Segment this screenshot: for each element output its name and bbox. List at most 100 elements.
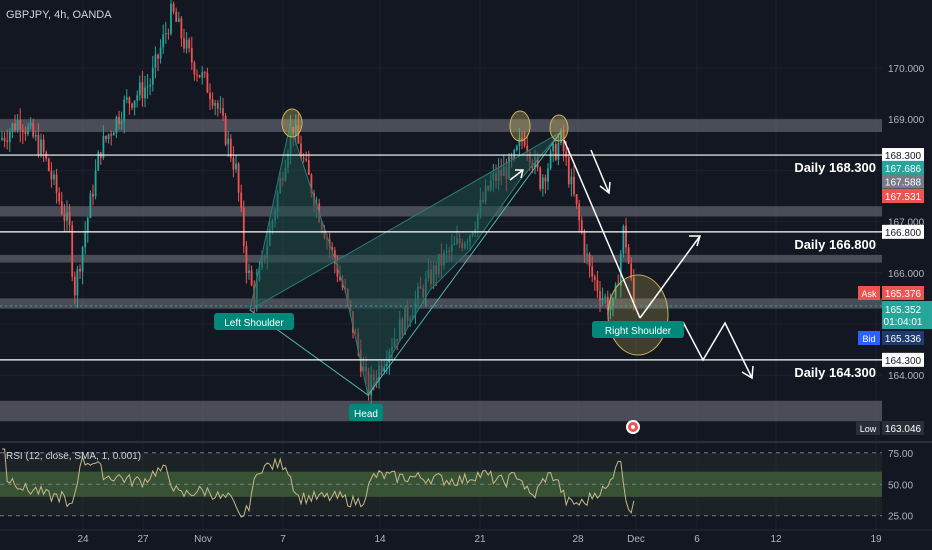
low-badge: Low 163.046: [856, 421, 924, 435]
daily-168-300-label: Daily 168.300: [794, 160, 876, 175]
up-arrow: [639, 235, 701, 319]
candle: [599, 281, 601, 313]
candle-body: [198, 74, 201, 78]
candle: [554, 138, 557, 162]
candle-body: [305, 159, 308, 161]
candle: [53, 170, 55, 186]
candle: [193, 60, 196, 81]
candle-body: [81, 247, 84, 272]
candle: [123, 95, 126, 134]
candle: [209, 83, 211, 111]
candle: [596, 271, 599, 298]
candle: [37, 123, 40, 158]
candle-body: [627, 247, 630, 264]
left-shoulder-label: Left Shoulder: [214, 313, 294, 330]
up-arrow-head: [689, 235, 702, 247]
label-box: [214, 313, 294, 330]
candle-body: [1, 137, 3, 140]
candle: [242, 200, 245, 254]
bid-tag: Bid: [862, 334, 875, 344]
candle-body: [549, 151, 552, 169]
candle: [131, 102, 133, 111]
badge-text: 167.531: [885, 192, 922, 203]
candle: [630, 257, 633, 281]
candle-body: [302, 158, 305, 160]
candle: [47, 157, 50, 172]
candle-body: [107, 134, 110, 139]
daily-166-800-label: Daily 166.800: [794, 237, 876, 252]
candle: [128, 96, 131, 115]
candle: [125, 89, 128, 104]
candle-body: [612, 297, 614, 306]
candle-body: [541, 177, 544, 189]
candle: [578, 199, 581, 232]
candle-body: [157, 54, 159, 59]
time-tick-0: 24: [77, 534, 89, 545]
candle: [32, 118, 35, 139]
candle-body: [310, 174, 313, 194]
rsi-tick-2: 25.00: [888, 512, 913, 523]
candle-body: [8, 131, 11, 143]
bid-value: 165.336: [885, 334, 922, 345]
shoulder-peak-marker-1: [281, 108, 303, 138]
price-axis-bg: [882, 0, 932, 550]
candle-body: [547, 168, 549, 182]
candle-body: [593, 276, 596, 281]
label-text: Head: [354, 409, 378, 420]
candle: [170, 0, 172, 36]
candle: [118, 110, 120, 130]
candle: [68, 204, 71, 233]
candle-body: [307, 160, 310, 175]
ask-badge: Ask 165.376: [858, 286, 924, 300]
time-tick-5: 21: [474, 534, 486, 545]
candle: [146, 73, 149, 99]
candle-body: [177, 18, 180, 22]
badge-text: 166.800: [885, 228, 922, 239]
candle-body: [203, 72, 206, 74]
candle-body: [92, 193, 94, 197]
candle-body: [619, 253, 622, 286]
candle: [305, 151, 308, 163]
time-tick-2: Nov: [194, 534, 212, 545]
candle-body: [601, 298, 604, 301]
candle: [92, 184, 94, 206]
candle-body: [94, 170, 97, 197]
candle: [515, 144, 518, 152]
candle: [81, 246, 84, 285]
candle: [248, 263, 250, 280]
candle: [518, 128, 521, 157]
candle-body: [333, 250, 336, 264]
candle-body: [580, 220, 583, 233]
candle-body: [79, 269, 81, 272]
time-tick-7: Dec: [627, 534, 645, 545]
candle-body: [211, 99, 214, 106]
label-box: [592, 321, 684, 338]
down-arrow-2: [563, 139, 641, 319]
candle: [625, 217, 627, 255]
candle-body: [71, 224, 74, 277]
price-tick-3: 167.000: [888, 218, 925, 229]
badge-bg: [882, 189, 924, 203]
candle-body: [63, 213, 66, 221]
candle-body: [24, 131, 27, 134]
low-value-bg: [882, 421, 924, 435]
candle: [583, 228, 586, 264]
candle: [188, 37, 191, 53]
resistance-zone: [0, 119, 882, 132]
rsi-title: RSI (12, close, SMA, 1, 0.001): [6, 451, 141, 462]
badge-text: 164.300: [885, 356, 922, 367]
candle: [73, 271, 76, 305]
candle: [544, 174, 547, 194]
candle: [138, 75, 141, 101]
candle-body: [523, 140, 526, 146]
candle: [89, 190, 92, 219]
candle-body: [133, 100, 136, 108]
candle-body: [206, 72, 209, 93]
candle: [539, 166, 542, 192]
candle-body: [567, 157, 570, 185]
candle: [42, 134, 45, 162]
candle-body: [164, 33, 167, 35]
candle-body: [14, 123, 16, 131]
candle: [227, 131, 230, 157]
